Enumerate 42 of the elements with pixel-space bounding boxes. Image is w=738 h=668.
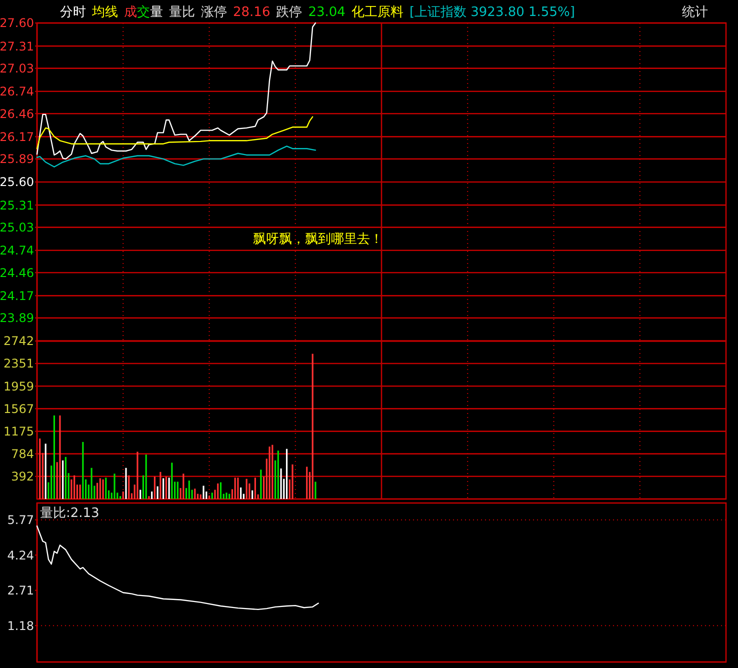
y-tick-label: 24.74 — [0, 244, 34, 258]
y-tick-label: 2742 — [3, 334, 34, 348]
y-tick-label: 26.17 — [0, 130, 34, 144]
y-tick-label: 1567 — [3, 402, 34, 416]
text: [上证指数 3923.80 1.55%] — [409, 5, 575, 20]
y-tick-label: 27.60 — [0, 16, 34, 30]
y-tick-label: 4.24 — [7, 548, 34, 562]
y-tick-label: 392 — [11, 470, 34, 484]
y-tick-label: 5.77 — [7, 513, 34, 528]
chart-title: 量比:2.13 — [40, 506, 100, 521]
text: 分时 — [60, 5, 86, 20]
y-tick-label: 25.03 — [0, 220, 34, 235]
y-tick-label: 25.89 — [0, 152, 34, 166]
y-tick-label: 2351 — [3, 356, 34, 371]
annotation: 飘呀飘，飘到哪里去！ — [253, 232, 383, 247]
y-tick-label: 27.03 — [0, 62, 34, 76]
y-tick-label: 1.18 — [7, 618, 34, 633]
y-tick-label: 26.46 — [0, 106, 34, 121]
line-series — [36, 116, 314, 150]
y-tick-label: 1959 — [3, 379, 34, 394]
y-tick-label: 2.71 — [7, 584, 34, 598]
y-tick-label: 26.74 — [0, 84, 34, 99]
text: 统计 — [682, 5, 708, 20]
text: 涨停 — [201, 5, 227, 20]
text: 跌停 — [276, 5, 302, 20]
y-tick-label: 25.60 — [0, 175, 34, 190]
text: 化工原料 — [351, 5, 404, 20]
line-series — [36, 146, 316, 168]
text: 28.16 — [233, 5, 270, 20]
y-tick-label: 784 — [11, 447, 34, 462]
text: 成交量 — [124, 4, 163, 20]
text: 23.04 — [308, 5, 346, 20]
y-tick-label: 24.46 — [0, 266, 34, 280]
line-series — [36, 22, 316, 160]
text: 均线 — [91, 5, 118, 20]
y-tick-label: 1175 — [3, 424, 34, 438]
line-series — [36, 525, 319, 610]
y-tick-label: 25.31 — [0, 198, 34, 212]
y-tick-label: 24.17 — [0, 288, 34, 303]
y-tick-label: 23.89 — [0, 311, 34, 326]
y-tick-label: 27.31 — [0, 39, 34, 54]
text: 量比 — [169, 5, 195, 20]
